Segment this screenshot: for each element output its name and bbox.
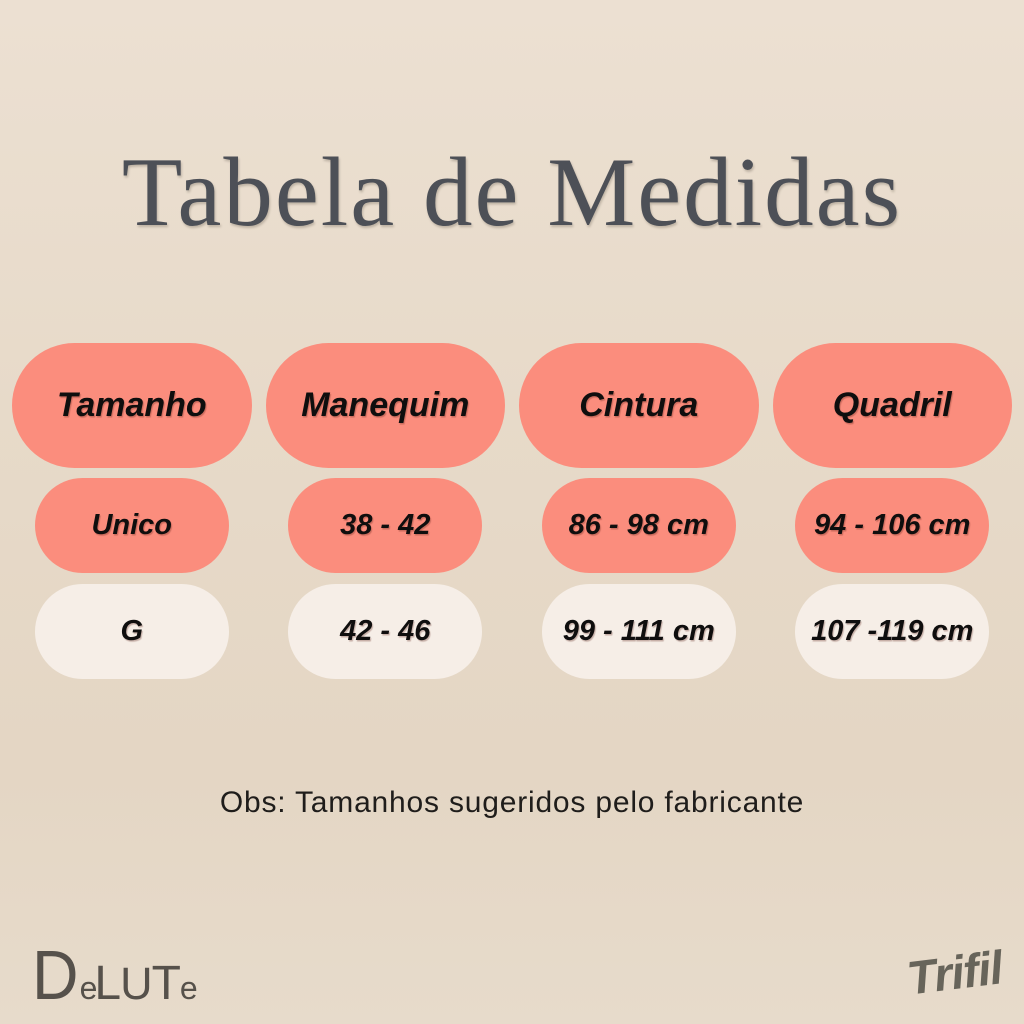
column-header-manequim: Manequim xyxy=(265,343,505,468)
header-cell: Cintura xyxy=(519,343,759,468)
table-cell: 42 - 46 xyxy=(266,584,506,679)
table-cell: 94 - 106 cm xyxy=(773,478,1013,573)
size-table: Tamanho Manequim Cintura Quadril Unico 3… xyxy=(12,343,1012,690)
table-cell: 107 -119 cm xyxy=(773,584,1013,679)
table-cell: 38 - 42 xyxy=(266,478,506,573)
logo-letter: e xyxy=(179,970,198,1006)
header-cell: Tamanho xyxy=(12,343,252,468)
header-cell: Manequim xyxy=(265,343,505,468)
cell-cintura-unico: 86 - 98 cm xyxy=(541,478,736,573)
manufacturer-note: Obs: Tamanhos sugeridos pelo fabricante xyxy=(219,786,805,819)
cell-tamanho-g: G xyxy=(34,584,229,679)
delute-logo: D e L U T e xyxy=(30,936,198,1014)
trifil-logo: Trifil xyxy=(904,940,1005,1005)
table-cell: 86 - 98 cm xyxy=(519,478,759,573)
cell-quadril-g: 107 -119 cm xyxy=(795,584,990,679)
column-header-cintura: Cintura xyxy=(519,343,759,468)
table-header-row: Tamanho Manequim Cintura Quadril xyxy=(12,343,1012,468)
page-title: Tabela de Medidas xyxy=(121,138,903,247)
table-cell: G xyxy=(12,584,252,679)
logo-letter: U xyxy=(120,958,152,1009)
cell-manequim-g: 42 - 46 xyxy=(288,584,483,679)
column-header-tamanho: Tamanho xyxy=(12,343,252,468)
table-cell: Unico xyxy=(12,478,252,573)
logo-letter: D xyxy=(31,936,79,1014)
cell-tamanho-unico: Unico xyxy=(34,478,229,573)
table-row-g: G 42 - 46 99 - 111 cm 107 -119 cm xyxy=(12,584,1012,679)
logo-letter: T xyxy=(151,957,181,1010)
cell-manequim-unico: 38 - 42 xyxy=(288,478,483,573)
logo-letter: L xyxy=(94,957,121,1010)
cell-quadril-unico: 94 - 106 cm xyxy=(795,478,990,573)
column-header-quadril: Quadril xyxy=(772,343,1012,468)
table-cell: 99 - 111 cm xyxy=(519,584,759,679)
header-cell: Quadril xyxy=(772,343,1012,468)
table-row-unico: Unico 38 - 42 86 - 98 cm 94 - 106 cm xyxy=(12,478,1012,573)
cell-cintura-g: 99 - 111 cm xyxy=(541,584,736,679)
logo-letter: e xyxy=(79,970,98,1006)
